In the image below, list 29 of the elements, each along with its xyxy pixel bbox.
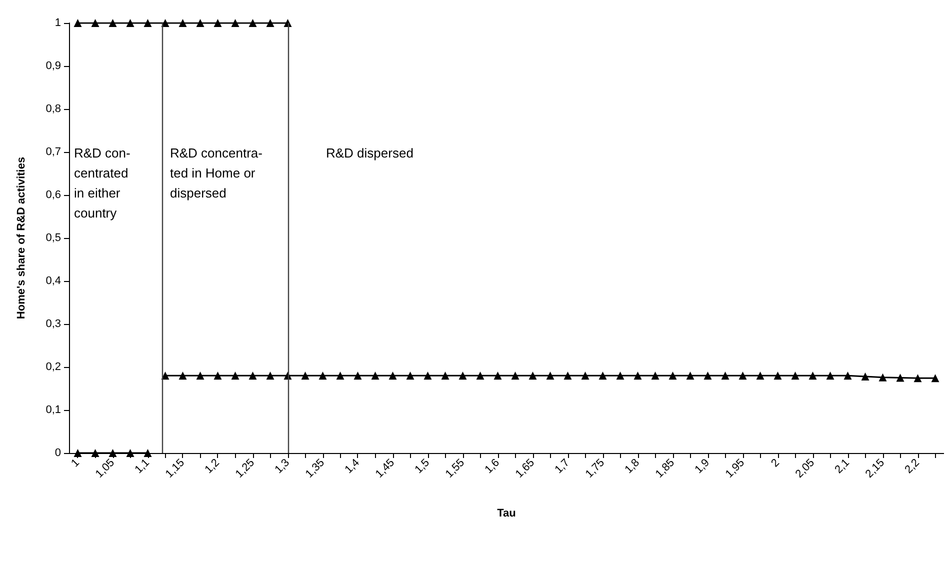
x-tick-label: 1,9 — [692, 456, 712, 476]
x-tick-label: 1,5 — [412, 456, 432, 476]
annotation: R&D con- centrated in either country — [74, 146, 130, 220]
x-tick-label: 2,1 — [832, 456, 852, 476]
x-axis-title: Tau — [497, 508, 516, 520]
x-tick-label: 1,6 — [482, 456, 502, 476]
x-tick-label: 2,2 — [902, 456, 922, 476]
x-tick-label: 1,3 — [272, 456, 292, 476]
x-tick-label: 1 — [69, 456, 82, 470]
annotation: R&D dispersed — [326, 146, 414, 160]
y-tick-label: 0,4 — [46, 275, 61, 287]
y-tick-label: 0,2 — [46, 361, 61, 373]
y-tick-label: 0,7 — [46, 146, 61, 158]
y-tick-label: 0,8 — [46, 103, 61, 115]
x-tick-label: 1,7 — [552, 456, 572, 476]
y-tick-label: 0,6 — [46, 189, 61, 201]
x-tick-label: 1,8 — [622, 456, 642, 476]
y-tick-label: 0,5 — [46, 232, 61, 244]
y-tick-label: 0,1 — [46, 404, 61, 416]
annotation: R&D concentra- ted in Home or dispersed — [170, 146, 262, 200]
x-tick-label: 1,2 — [202, 456, 222, 476]
x-tick-label: 1,1 — [132, 456, 152, 476]
x-tick-label: 2 — [769, 456, 782, 470]
y-tick-label: 0,3 — [46, 318, 61, 330]
y-tick-label: 0,9 — [46, 60, 61, 72]
y-axis-title: Home's share of R&D activities — [16, 156, 28, 320]
x-tick-label: 1,4 — [342, 456, 362, 476]
y-tick-label: 1 — [54, 17, 61, 29]
y-tick-label: 0 — [54, 447, 61, 459]
